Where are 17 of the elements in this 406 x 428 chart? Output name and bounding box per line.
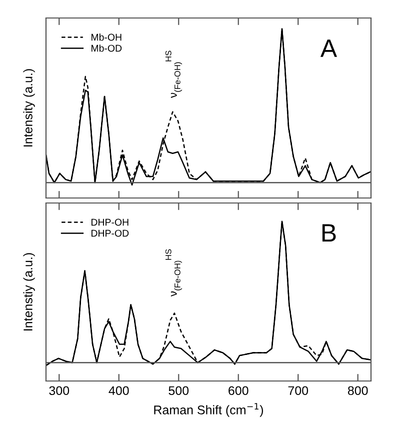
- x-tick-label: 300: [49, 386, 70, 396]
- x-tick-label: 700: [288, 386, 308, 396]
- x-tick-label: 800: [348, 386, 368, 396]
- annotation: ν(Fe-OH)HS: [165, 50, 182, 98]
- legend-label: DHP-OH: [92, 218, 128, 226]
- annotation: A: [320, 40, 338, 57]
- annotation: B: [322, 224, 336, 242]
- x-tick-label: 400: [108, 386, 129, 396]
- x-tick-label: 600: [228, 386, 248, 396]
- x-tick-label: 500: [168, 386, 189, 396]
- y-axis-title: Intenstiy (a.u.): [23, 253, 35, 330]
- legend-label: DHP-OD: [92, 230, 129, 237]
- x-axis-title: Raman Shift (cm$^{−1}$): [154, 403, 264, 417]
- y-axis-title: Intensity (a.u.): [23, 69, 35, 146]
- annotation: ν(Fe-OH)HS: [165, 249, 182, 296]
- legend-label: Mb-OD: [92, 44, 122, 52]
- legend-label: Mb-OH: [92, 34, 122, 41]
